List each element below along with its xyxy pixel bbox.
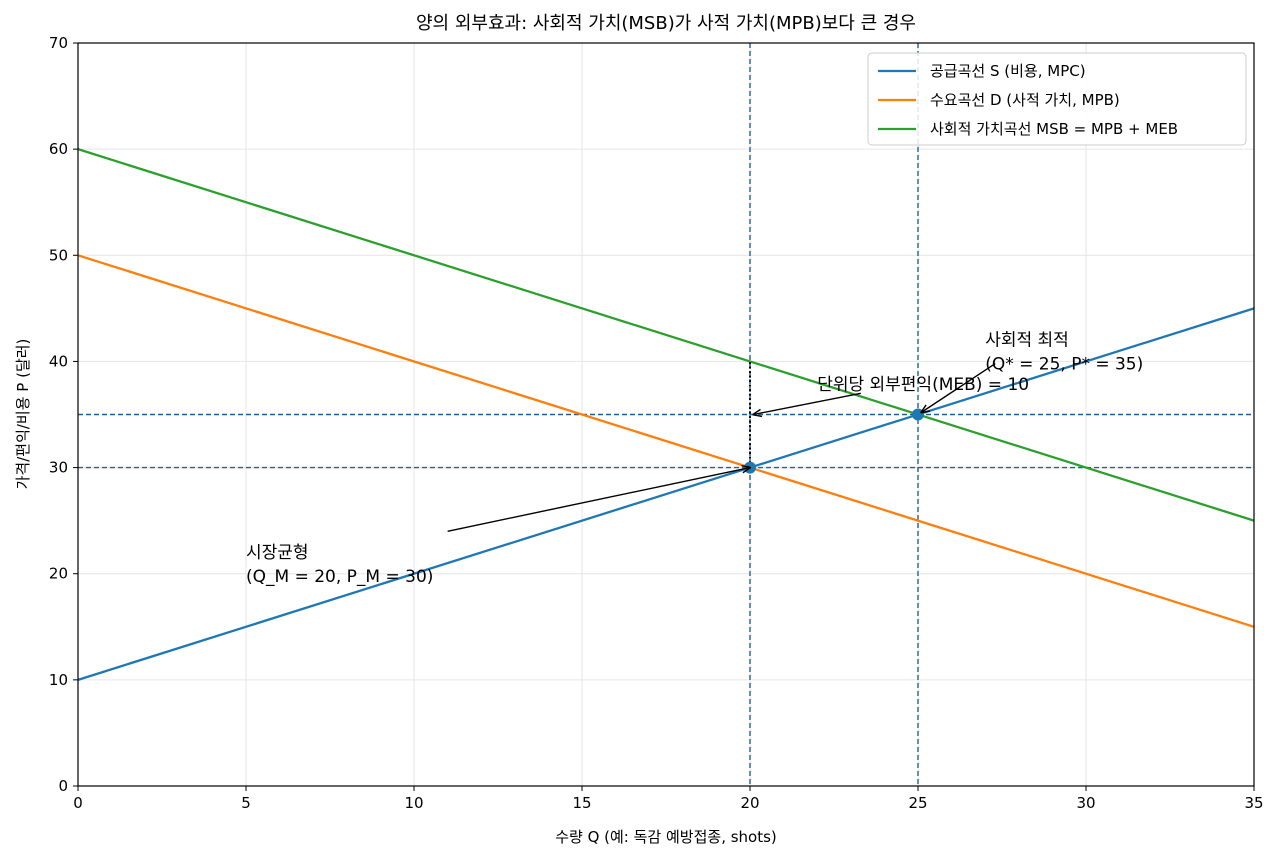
y-tick-label: 0	[58, 777, 68, 795]
series-line-3	[77, 148, 1255, 522]
y-tick-label: 50	[49, 246, 68, 264]
series-lines	[77, 148, 1255, 681]
annotations: 시장균형 (Q_M = 20, P_M = 30) 단위당 외부편익(MEB) = …	[246, 331, 1143, 587]
y-tick-label: 70	[49, 34, 68, 52]
y-ticks: 0 10 20 30 40 50 60 70	[49, 34, 78, 795]
y-tick-label: 40	[49, 352, 68, 370]
x-tick-label: 25	[908, 794, 927, 812]
x-tick-label: 35	[1244, 794, 1263, 812]
x-ticks: 0 5 10 15 20 25 30 35	[73, 786, 1264, 812]
reference-lines	[78, 43, 1254, 786]
annotation-text-2: 단위당 외부편익(MEB) = 10	[817, 375, 1029, 395]
plot-frame	[77, 42, 1255, 787]
annotation-text-1: (Q_M = 20, P_M = 30)	[246, 567, 433, 587]
x-tick-label: 30	[1076, 794, 1095, 812]
legend: 공급곡선 S (비용, MPC) 수요곡선 D (사적 가치, MPB) 사회적 가…	[867, 52, 1247, 146]
x-tick-label: 20	[740, 794, 759, 812]
legend-label-1: 공급곡선 S (비용, MPC)	[930, 62, 1086, 80]
series-line-1	[77, 307, 1255, 681]
legend-label-2: 수요곡선 D (사적 가치, MPB)	[930, 91, 1120, 109]
annotation-text-1: 시장균형	[246, 543, 309, 563]
annotation-text-3: (Q* = 25, P* = 35)	[985, 355, 1143, 375]
y-tick-label: 20	[49, 565, 68, 583]
x-tick-label: 5	[241, 794, 251, 812]
x-tick-label: 0	[73, 794, 83, 812]
y-tick-label: 10	[49, 671, 68, 689]
y-axis-label: 가격/편익/비용 P (달러)	[14, 339, 32, 490]
y-tick-label: 30	[49, 459, 68, 477]
legend-box	[867, 52, 1247, 146]
y-tick-label: 60	[49, 140, 68, 158]
annotation-text-3: 사회적 최적	[985, 331, 1069, 351]
annotation-arrow-3	[921, 362, 996, 413]
chart-title: 양의 외부효과: 사회적 가치(MSB)가 사적 가치(MPB)보다 큰 경우	[416, 13, 916, 34]
x-tick-label: 15	[572, 794, 591, 812]
series-line-2	[77, 254, 1255, 628]
annotation-arrow-1	[447, 468, 750, 532]
legend-label-3: 사회적 가치곡선 MSB = MPB + MEB	[930, 120, 1178, 138]
x-axis-label: 수량 Q (예: 독감 예방접종, shots)	[555, 828, 777, 846]
x-tick-label: 10	[404, 794, 423, 812]
equilibrium-point-2	[912, 408, 924, 421]
annotation-arrow-2	[753, 392, 862, 414]
